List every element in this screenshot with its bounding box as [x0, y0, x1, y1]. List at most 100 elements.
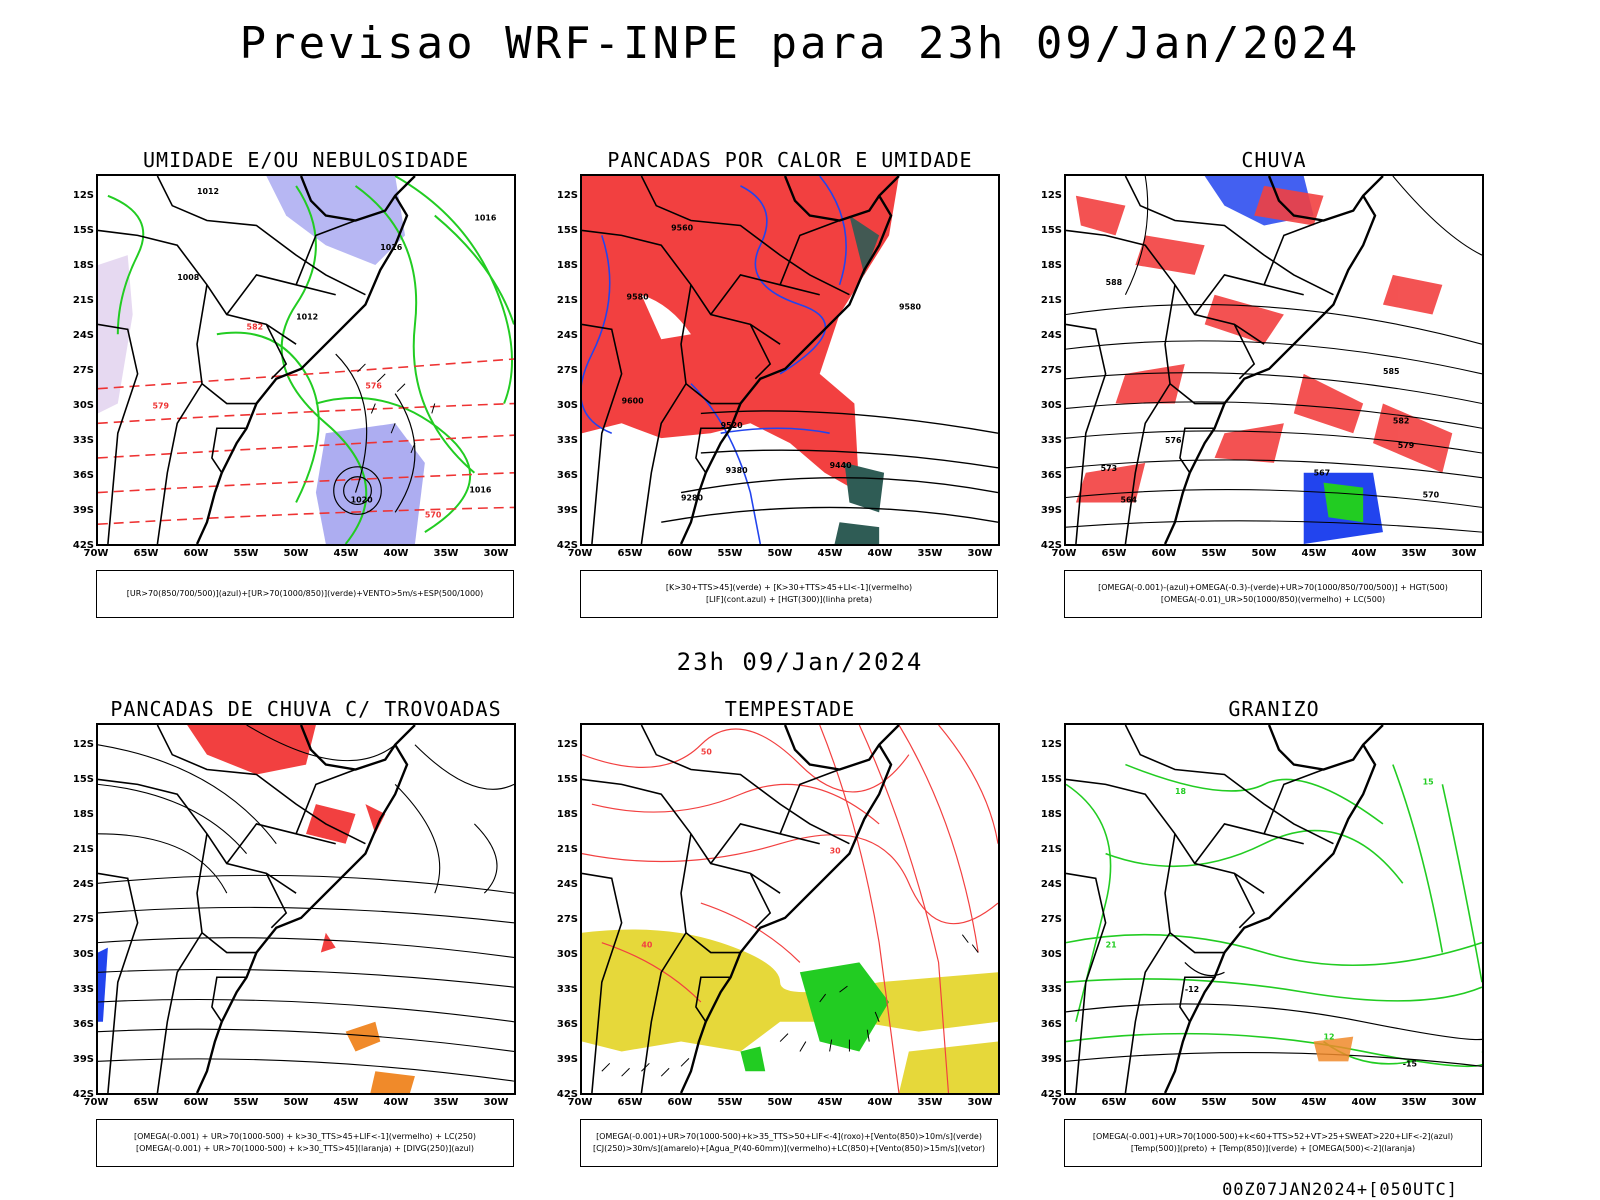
- map-area: 1012 1016 1008 1012 1016 576 582 579 570…: [96, 174, 516, 546]
- lat-tick-label: 12S: [556, 739, 578, 750]
- legend-line: [OMEGA(-0.001)-(azul)+OMEGA(-0.3)-(verde…: [1098, 583, 1448, 592]
- lon-tick-label: 60W: [667, 548, 693, 559]
- lat-tick-label: 15S: [1040, 225, 1062, 236]
- lat-tick-label: 33S: [1040, 984, 1062, 995]
- lat-tick-label: 15S: [556, 774, 578, 785]
- map-label: 1008: [177, 273, 200, 282]
- lat-tick-label: 21S: [556, 295, 578, 306]
- map-label: 9560: [671, 223, 694, 232]
- lon-tick-label: 60W: [667, 1097, 693, 1108]
- map-graphics: 50 40 30: [582, 725, 998, 1093]
- lon-tick-label: 55W: [1201, 548, 1227, 559]
- map-label: 564: [1120, 495, 1137, 504]
- lon-tick-label: 35W: [917, 1097, 943, 1108]
- map-area: [96, 723, 516, 1095]
- map-label: 576: [1165, 436, 1182, 445]
- map-label: 1016: [380, 243, 403, 252]
- map-label: 15: [1423, 777, 1434, 786]
- legend-line: [OMEGA(-0.001)+UR>70(1000-500)+k>35_TTS>…: [596, 1132, 982, 1141]
- lat-tick-label: 27S: [72, 914, 94, 925]
- lat-tick-label: 33S: [556, 435, 578, 446]
- lon-tick-label: 50W: [283, 548, 309, 559]
- lat-tick-label: 24S: [1040, 879, 1062, 890]
- lat-tick-label: 39S: [1040, 505, 1062, 516]
- lon-tick-label: 65W: [133, 548, 159, 559]
- map-label: 585: [1383, 367, 1400, 376]
- lat-tick-label: 15S: [72, 774, 94, 785]
- map-label: -15: [1403, 1059, 1417, 1068]
- lat-tick-label: 36S: [72, 1019, 94, 1030]
- lat-tick-label: 36S: [556, 1019, 578, 1030]
- lon-tick-label: 60W: [1151, 548, 1177, 559]
- lat-tick-label: 36S: [72, 470, 94, 481]
- lat-tick-label: 12S: [1040, 739, 1062, 750]
- lat-tick-label: 27S: [1040, 914, 1062, 925]
- map-label: 1012: [197, 187, 219, 196]
- lon-tick-label: 30W: [967, 1097, 993, 1108]
- lon-tick-label: 60W: [1151, 1097, 1177, 1108]
- map-label: 50: [701, 748, 713, 757]
- lat-tick-label: 12S: [556, 190, 578, 201]
- panel-title: PANCADAS POR CALOR E UMIDADE: [607, 148, 973, 172]
- map-label: 9520: [721, 421, 744, 430]
- map-label: 1016: [469, 486, 492, 495]
- run-stamp: 00Z07JAN2024+[050UTC]: [1222, 1180, 1458, 1200]
- lat-tick-label: 15S: [72, 225, 94, 236]
- lat-tick-label: 36S: [1040, 470, 1062, 481]
- map-graphics: 1012 1016 1008 1012 1016 576 582 579 570…: [98, 176, 514, 544]
- panel-chuva: CHUVA 585 582 5: [1034, 148, 1514, 618]
- lon-tick-label: 55W: [717, 1097, 743, 1108]
- lat-tick-label: 33S: [556, 984, 578, 995]
- lat-tick-label: 36S: [1040, 1019, 1062, 1030]
- lon-tick-label: 65W: [1101, 1097, 1127, 1108]
- lon-tick-label: 70W: [1051, 548, 1077, 559]
- lon-tick-label: 65W: [617, 1097, 643, 1108]
- lon-tick-label: 55W: [233, 1097, 259, 1108]
- map-label: -12: [1185, 985, 1199, 994]
- lat-tick-label: 42S: [556, 540, 578, 551]
- lon-tick-label: 40W: [867, 548, 893, 559]
- lat-tick-label: 30S: [556, 400, 578, 411]
- map-graphics: [98, 725, 514, 1093]
- lat-tick-label: 33S: [1040, 435, 1062, 446]
- panel-legend: [UR>70(850/700/500)](azul)+[UR>70(1000/8…: [96, 570, 514, 618]
- lat-tick-label: 30S: [72, 400, 94, 411]
- panel-title: UMIDADE E/OU NEBULOSIDADE: [142, 148, 470, 172]
- map-label: 579: [1398, 441, 1415, 450]
- lon-tick-label: 60W: [183, 548, 209, 559]
- lon-tick-label: 35W: [917, 548, 943, 559]
- lat-tick-label: 42S: [72, 540, 94, 551]
- lat-tick-label: 18S: [556, 260, 578, 271]
- lat-tick-label: 15S: [1040, 774, 1062, 785]
- lon-tick-label: 45W: [1301, 1097, 1327, 1108]
- lat-tick-label: 18S: [72, 260, 94, 271]
- lon-tick-label: 45W: [817, 1097, 843, 1108]
- lat-tick-label: 24S: [556, 879, 578, 890]
- lat-tick-label: 21S: [556, 844, 578, 855]
- lon-tick-label: 40W: [383, 548, 409, 559]
- lon-tick-label: 30W: [483, 1097, 509, 1108]
- lat-tick-label: 24S: [1040, 330, 1062, 341]
- lat-tick-label: 21S: [72, 295, 94, 306]
- map-label: 30: [830, 847, 842, 856]
- lon-tick-label: 45W: [817, 548, 843, 559]
- panel-title: GRANIZO: [1228, 697, 1320, 721]
- panel-pancadas-calor: PANCADAS POR CALOR E UMIDADE 9560 9580 9…: [550, 148, 1030, 618]
- map-label: 1016: [474, 214, 497, 223]
- legend-line: [OMEGA(-0.001)+UR>70(1000-500)+k<60+TTS>…: [1092, 1132, 1454, 1141]
- lat-tick-label: 21S: [1040, 295, 1062, 306]
- lat-tick-label: 30S: [1040, 949, 1062, 960]
- lat-tick-label: 27S: [556, 365, 578, 376]
- map-label: 9600: [622, 397, 645, 406]
- map-label: 1012: [296, 312, 318, 321]
- lat-tick-label: 24S: [72, 879, 94, 890]
- map-label: 588: [1106, 278, 1123, 287]
- lon-tick-label: 55W: [1201, 1097, 1227, 1108]
- lon-tick-label: 35W: [1401, 548, 1427, 559]
- lat-tick-label: 12S: [72, 739, 94, 750]
- map-label: 9580: [627, 293, 650, 302]
- map-label: 9440: [830, 461, 853, 470]
- lon-tick-label: 45W: [333, 1097, 359, 1108]
- lon-tick-label: 35W: [1401, 1097, 1427, 1108]
- map-label: 9380: [726, 466, 749, 475]
